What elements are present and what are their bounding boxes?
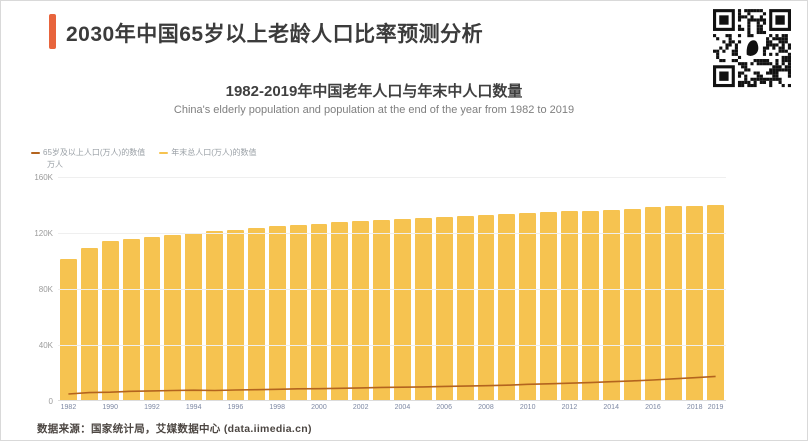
x-tick-label: 2002 (352, 404, 369, 411)
x-tick-label: 2010 (519, 404, 536, 411)
bar (414, 217, 432, 401)
x-tick-label: 1982 (60, 404, 77, 411)
bar (686, 205, 704, 401)
bar (122, 238, 140, 401)
bar (268, 226, 286, 401)
page-title: 2030年中国65岁以上老龄人口比率预测分析 (66, 23, 484, 46)
title-accent-bar (49, 14, 56, 49)
bar (206, 231, 223, 401)
legend-item-total: 年末总人口(万人)的数值 (159, 147, 257, 158)
x-tick-label: 1994 (185, 404, 202, 411)
x-tick-label: 1990 (102, 404, 118, 411)
bar (477, 215, 495, 401)
y-axis-labels: 0 40K 80K 120K 160K (25, 173, 53, 406)
bar (623, 208, 641, 401)
x-tick-label: 1998 (269, 404, 285, 411)
x-tick-label: 1996 (227, 404, 244, 411)
x-tick-label: 2012 (561, 404, 578, 411)
bar (185, 233, 203, 401)
bar (164, 235, 182, 401)
y-axis-unit: 万人 (47, 160, 63, 169)
gridline (58, 400, 726, 401)
bar (435, 216, 453, 401)
x-axis-labels: 1982 1990 1992 1994 1996 1998 2000 2002 2004 2006… (58, 404, 726, 414)
bar (707, 205, 724, 401)
legend-label-elderly: 65岁及以上人口(万人)的数值 (43, 148, 146, 157)
legend-item-elderly: 65岁及以上人口(万人)的数值 (31, 147, 145, 158)
x-tick-label: 2014 (603, 404, 619, 411)
bar (331, 222, 349, 401)
bar (456, 216, 474, 401)
x-tick-label: 2000 (311, 404, 327, 411)
bar (581, 210, 599, 401)
x-tick-label: 1992 (144, 404, 160, 411)
bar (498, 214, 516, 401)
bar (60, 258, 77, 401)
chart-legend: 65岁及以上人口(万人)的数值 年末总人口(万人)的数值 (31, 147, 257, 158)
bar (561, 211, 578, 401)
bar (101, 240, 119, 401)
bar (665, 206, 683, 401)
x-tick-label: 2004 (394, 404, 411, 411)
legend-marker-line-icon (31, 151, 40, 154)
y-tick-label: 80K (38, 285, 53, 294)
bar-series (58, 177, 726, 401)
bar (602, 209, 620, 401)
y-tick-label: 160K (34, 173, 53, 182)
bar (247, 227, 265, 401)
bar (352, 221, 370, 401)
gridline (58, 289, 726, 290)
gridline (58, 177, 726, 178)
plot-area (58, 177, 726, 401)
x-tick-label: 2008 (478, 404, 494, 411)
qr-code (713, 9, 791, 95)
x-tick-label: 2019 (707, 404, 724, 411)
y-tick-label: 0 (48, 397, 53, 406)
chart-subtitle: China's elderly population and populatio… (173, 104, 575, 116)
bar (310, 223, 328, 401)
y-tick-label: 40K (38, 341, 53, 350)
gridline (58, 345, 726, 346)
data-source: 数据来源：国家统计局，艾媒数据中心 (data.iimedia.cn) (37, 423, 312, 435)
bar (540, 212, 557, 401)
bar (373, 220, 390, 401)
bar (80, 247, 98, 401)
legend-label-total: 年末总人口(万人)的数值 (171, 148, 257, 157)
bar (644, 207, 662, 401)
legend-marker-bar-icon (159, 151, 169, 154)
chart-title: 1982-2019年中国老年人口与年末中人口数量 (225, 83, 523, 100)
x-tick-label: 2016 (645, 404, 661, 411)
qr-code-image (713, 9, 791, 95)
gridline (58, 233, 726, 234)
bar (519, 213, 537, 401)
x-tick-label: 2006 (436, 404, 452, 411)
y-tick-label: 120K (34, 229, 53, 238)
bar (227, 229, 244, 401)
x-tick-label: 2018 (686, 404, 703, 411)
bar (143, 236, 161, 401)
bar (394, 219, 411, 401)
bar (289, 224, 307, 401)
